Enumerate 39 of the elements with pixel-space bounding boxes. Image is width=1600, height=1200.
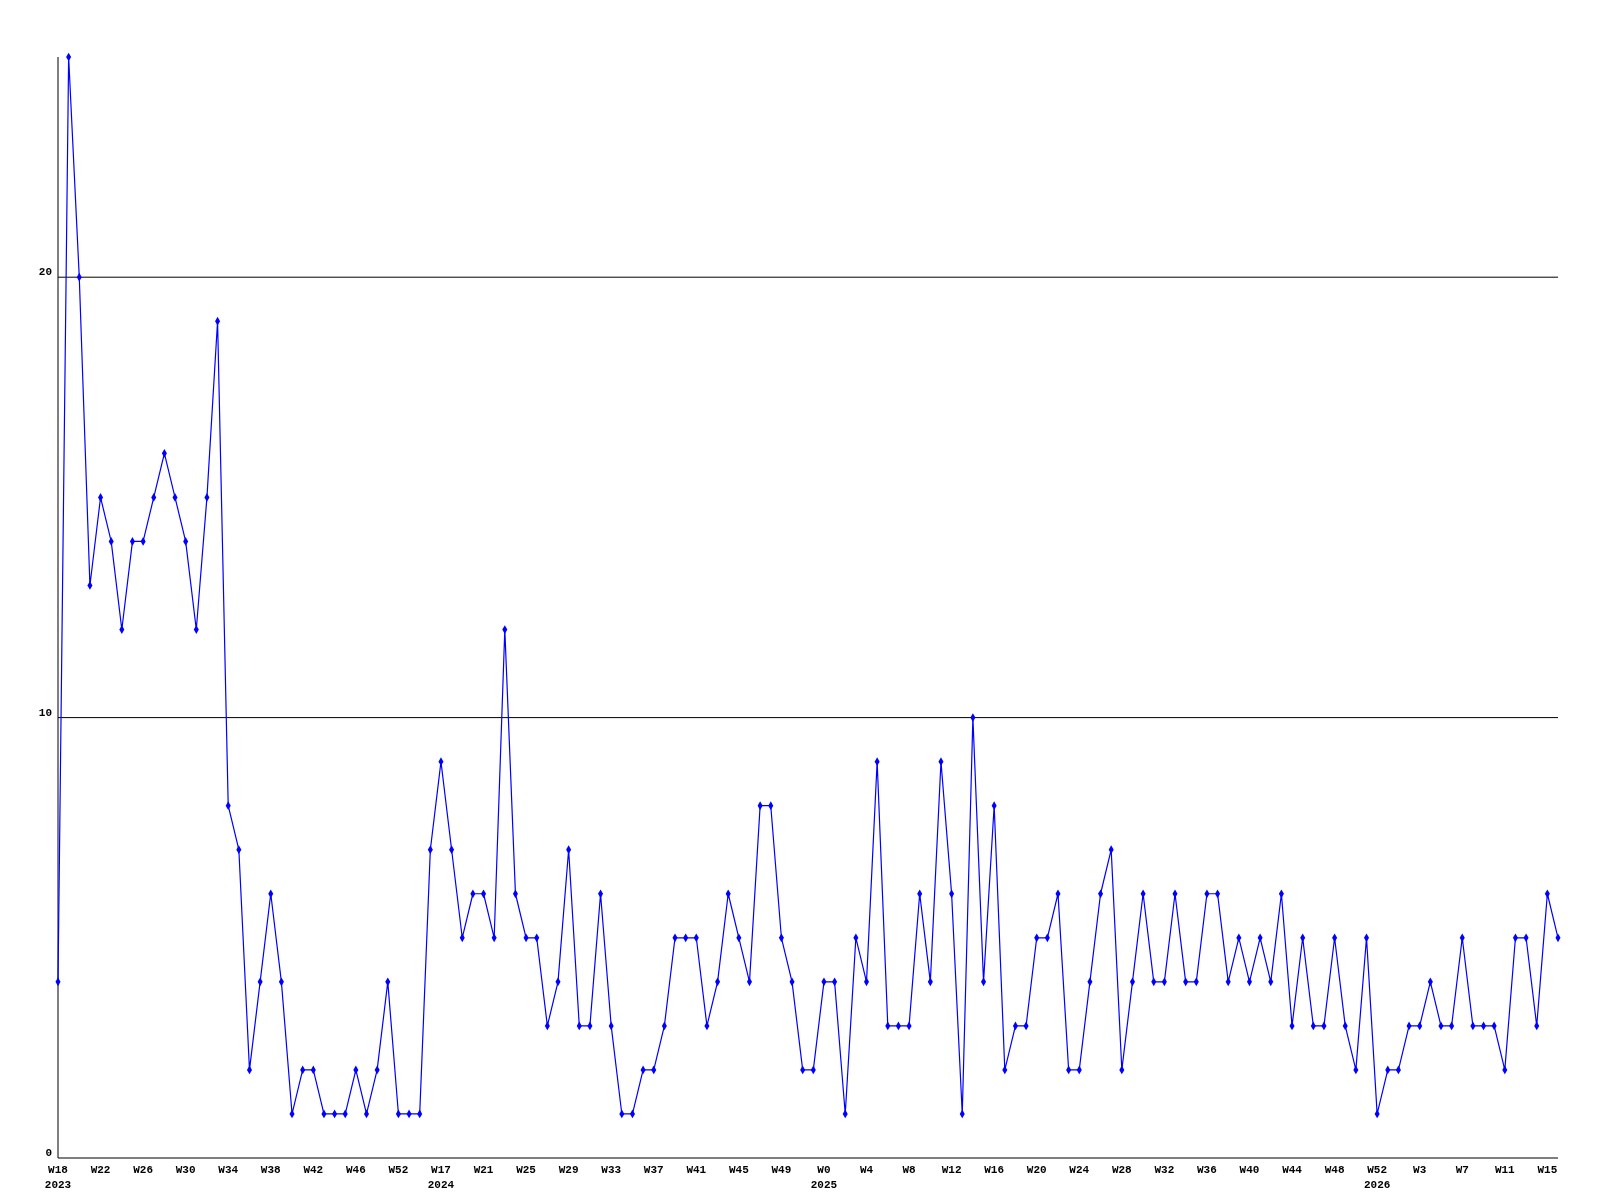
x-tick-label: W18 2023 xyxy=(44,1164,72,1191)
x-tick-label: W38 xyxy=(260,1164,282,1176)
y-tick-label: 10 xyxy=(38,706,52,719)
x-tick-label: W20 xyxy=(1026,1164,1047,1176)
x-tick-label: W12 xyxy=(941,1164,962,1176)
x-tick-label: W4 xyxy=(859,1164,874,1176)
x-tick-label: W33 xyxy=(601,1164,622,1176)
x-tick-label: W34 xyxy=(218,1164,239,1176)
x-tick-label: W21 xyxy=(473,1164,494,1176)
x-tick-label: W22 xyxy=(90,1164,111,1176)
x-tick-label: W7 xyxy=(1455,1164,1469,1176)
x-tick-label: W45 xyxy=(728,1164,750,1176)
x-tick-label: W15 xyxy=(1537,1164,1558,1176)
x-tick-label: W26 xyxy=(133,1164,154,1176)
x-tick-label: W52 2026 xyxy=(1363,1164,1391,1191)
x-tick-label: W48 xyxy=(1324,1164,1345,1176)
y-tick-label: 20 xyxy=(38,266,52,279)
x-tick-label: W37 xyxy=(643,1164,664,1176)
x-tick-label: W16 xyxy=(984,1164,1005,1176)
x-tick-label: W28 xyxy=(1111,1164,1133,1176)
x-tick-label: W49 xyxy=(771,1164,792,1176)
x-tick-label: W24 xyxy=(1069,1164,1090,1176)
x-tick-label: W44 xyxy=(1282,1164,1303,1176)
x-tick-label: W8 xyxy=(902,1164,917,1176)
y-tick-label: 0 xyxy=(45,1147,52,1159)
x-tick-label: W11 xyxy=(1494,1164,1516,1176)
x-tick-label: W41 xyxy=(686,1164,707,1176)
x-tick-label: W46 xyxy=(345,1164,366,1176)
x-tick-label: W29 xyxy=(558,1164,579,1176)
x-tick-label: W32 xyxy=(1154,1164,1175,1176)
x-tick-label: W25 xyxy=(516,1164,537,1176)
x-tick-label: W52 xyxy=(388,1164,409,1176)
x-tick-label: W30 xyxy=(175,1164,196,1176)
x-tick-label: W40 xyxy=(1239,1164,1260,1176)
x-tick-label: W17 2024 xyxy=(427,1164,455,1191)
x-tick-label: W0 2025 xyxy=(810,1164,838,1191)
x-tick-label: W3 xyxy=(1413,1164,1427,1176)
x-tick-label: W36 xyxy=(1197,1164,1217,1176)
x-tick-label: W42 xyxy=(303,1164,324,1176)
